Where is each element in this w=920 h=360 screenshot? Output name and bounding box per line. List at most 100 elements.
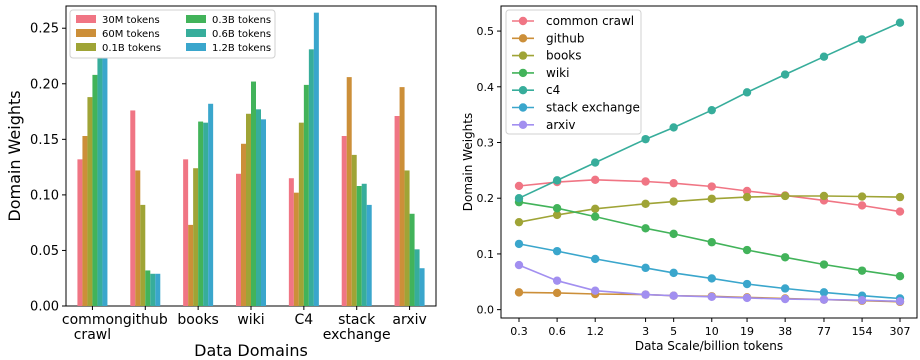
- bar: [298, 122, 304, 307]
- data-point: [641, 177, 650, 186]
- y-tick-label: 0.3: [477, 137, 495, 150]
- line-chart: 0.0 0.1 0.2 0.3 0.4 0.5 0.3 0.6 1.2 3 5 10 19 38 77 154…: [461, 5, 918, 353]
- data-point: [514, 239, 524, 249]
- data-point: [641, 199, 650, 208]
- bar: [135, 170, 141, 306]
- data-point: [641, 224, 650, 233]
- legend-swatch: [186, 29, 206, 37]
- y-tick-label: 0.05: [30, 244, 59, 259]
- bar: [351, 154, 357, 306]
- data-point: [591, 175, 600, 185]
- x-tick-label: wiki: [237, 312, 264, 328]
- data-point: [669, 291, 678, 300]
- y-tick-label: 0.10: [30, 188, 59, 203]
- legend-label: stack exchange: [546, 101, 640, 115]
- bar: [414, 249, 420, 306]
- data-point: [742, 186, 752, 196]
- y-axis-label: Domain Weights: [461, 113, 475, 211]
- x-tick-label: 0.3: [510, 325, 528, 338]
- data-point: [591, 212, 600, 221]
- data-point: [895, 297, 905, 306]
- x-tick-label: C4: [295, 312, 314, 328]
- bar: [409, 213, 415, 306]
- legend-label: 1.2B tokens: [212, 43, 271, 54]
- data-point: [857, 35, 867, 44]
- bar: [361, 183, 367, 306]
- series-line: [518, 243, 901, 300]
- bar: [404, 170, 410, 306]
- data-point: [591, 204, 600, 213]
- legend-label: 0.1B tokens: [102, 43, 161, 54]
- bar: [261, 119, 266, 306]
- x-tick-label: books: [177, 312, 218, 328]
- legend-marker: [518, 68, 528, 78]
- data-point: [641, 134, 650, 144]
- plot-frame: [500, 5, 918, 319]
- bar: [308, 49, 314, 306]
- data-point: [857, 201, 867, 210]
- x-tick-label: crawl: [74, 327, 111, 343]
- data-point: [552, 276, 562, 285]
- x-tick-label: 154: [852, 325, 873, 338]
- bar: [341, 136, 347, 306]
- data-point: [552, 176, 562, 185]
- legend-label: 60M tokens: [102, 29, 160, 40]
- legend-swatch: [186, 43, 206, 51]
- bar: [87, 97, 93, 306]
- y-tick-label: 0.1: [477, 248, 495, 261]
- x-tick-label: 0.6: [548, 325, 566, 338]
- data-point: [514, 194, 524, 203]
- data-point: [707, 194, 716, 203]
- x-axis-label: Data Domains: [194, 341, 308, 360]
- bar: [208, 103, 214, 307]
- bar: [256, 109, 261, 306]
- data-point: [514, 288, 524, 297]
- x-tick-label: 307: [890, 325, 911, 338]
- legend-box: [505, 9, 642, 135]
- x-axis-label: Data Scale/billion tokens: [635, 339, 783, 353]
- data-point: [641, 263, 650, 273]
- bar: [251, 81, 256, 306]
- data-point: [780, 253, 790, 262]
- data-point: [819, 191, 829, 201]
- y-tick-label: 0.4: [477, 81, 495, 94]
- y-tick-label: 0.15: [30, 133, 59, 148]
- data-point: [895, 272, 905, 281]
- data-point: [895, 18, 905, 27]
- legend-box: [69, 9, 276, 59]
- data-point: [780, 191, 790, 201]
- data-point: [780, 284, 790, 293]
- data-point: [514, 260, 524, 270]
- bar: [303, 84, 309, 306]
- y-tick-label: 0.25: [30, 22, 59, 37]
- y-tick-label: 0.20: [30, 77, 59, 92]
- data-point: [857, 192, 867, 201]
- legend-label: 0.6B tokens: [212, 29, 271, 40]
- data-point: [857, 266, 867, 275]
- bar: [246, 113, 251, 307]
- data-point: [857, 295, 867, 305]
- legend-label: books: [546, 49, 582, 63]
- bar: [102, 48, 108, 306]
- x-tick-label: 3: [642, 325, 649, 338]
- x-tick-label: 10: [705, 325, 719, 338]
- bar: [356, 186, 362, 306]
- legend-marker: [518, 103, 528, 112]
- legend-swatch: [76, 15, 96, 23]
- x-tick-label: arxiv: [392, 312, 426, 328]
- bar: [419, 268, 425, 306]
- bar: [193, 168, 199, 306]
- bar: [130, 110, 136, 306]
- bar: [198, 121, 204, 306]
- bar: [236, 173, 241, 306]
- legend-marker: [518, 86, 528, 95]
- data-point: [819, 295, 829, 304]
- x-tick-label: 1.2: [586, 325, 604, 338]
- bar: [150, 273, 156, 306]
- legend-label: 0.3B tokens: [212, 15, 271, 26]
- data-point: [742, 279, 752, 289]
- data-point: [514, 181, 524, 191]
- legend-label: 30M tokens: [102, 15, 160, 26]
- bar: [313, 12, 319, 307]
